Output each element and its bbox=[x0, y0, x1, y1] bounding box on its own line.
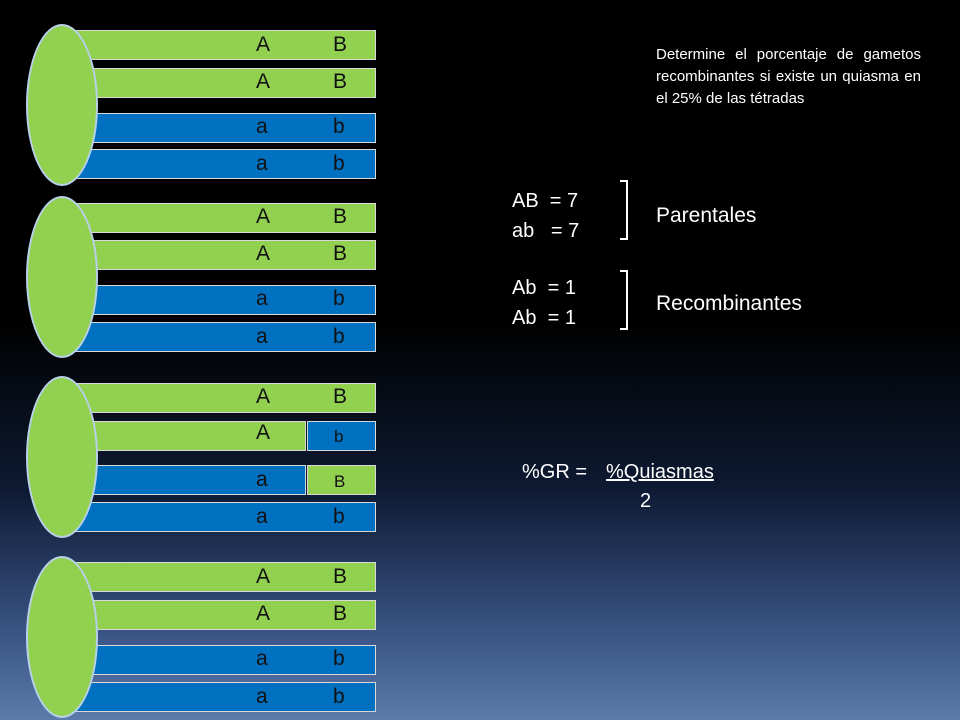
allele-2-3-right: b bbox=[333, 287, 345, 310]
formula-lhs: %GR = bbox=[522, 461, 593, 483]
chromatid-1-3 bbox=[70, 113, 376, 143]
allele-4-4-right: b bbox=[333, 685, 345, 708]
allele-1-2-right: B bbox=[333, 70, 348, 93]
allele-3-4-right: b bbox=[333, 505, 345, 528]
allele-2-3-left: a bbox=[256, 287, 268, 310]
allele-1-3-right: b bbox=[333, 115, 345, 138]
allele-1-1-right: B bbox=[333, 33, 348, 56]
chromatid-4-4 bbox=[70, 682, 376, 712]
centromere-oval bbox=[26, 556, 98, 718]
chromatid-1-4 bbox=[70, 149, 376, 179]
chromatid-3-2-segment bbox=[307, 421, 376, 451]
chromatid-1-1 bbox=[70, 30, 376, 60]
formula-denominator: 2 bbox=[640, 490, 652, 512]
problem-statement: Determine el porcentaje de gametos recom… bbox=[656, 46, 921, 107]
chromatid-4-1 bbox=[70, 562, 376, 592]
chromatid-3-3 bbox=[70, 465, 306, 495]
chromatid-1-2 bbox=[70, 68, 376, 98]
allele-4-3-left: a bbox=[256, 647, 268, 670]
allele-2-1-left: A bbox=[256, 205, 271, 228]
chromatid-3-4 bbox=[70, 502, 376, 532]
centromere-oval bbox=[26, 196, 98, 358]
parentales-label: Parentales bbox=[656, 204, 757, 227]
allele-4-4-left: a bbox=[256, 685, 268, 708]
allele-2-4-right: b bbox=[333, 325, 345, 348]
allele-1-3-left: a bbox=[256, 115, 268, 138]
count-Ab-1: Ab = 1 bbox=[512, 277, 576, 299]
chromatid-3-1 bbox=[70, 383, 376, 413]
allele-4-2-right: B bbox=[333, 602, 348, 625]
allele-2-4-left: a bbox=[256, 325, 268, 348]
chromatid-2-2 bbox=[70, 240, 376, 270]
parental-bracket bbox=[620, 180, 628, 240]
count-Ab-2: Ab = 1 bbox=[512, 307, 576, 329]
formula-numerator: %Quiasmas bbox=[606, 461, 714, 483]
allele-3-2-left: A bbox=[256, 421, 271, 444]
chromatid-4-2 bbox=[70, 600, 376, 630]
allele-1-1-left: A bbox=[256, 33, 271, 56]
chromatid-3-3-segment bbox=[307, 465, 376, 495]
allele-1-4-right: b bbox=[333, 152, 345, 175]
centromere-oval bbox=[26, 376, 98, 538]
count-AB: AB = 7 bbox=[512, 190, 579, 212]
allele-1-4-left: a bbox=[256, 152, 268, 175]
chromatid-4-3 bbox=[70, 645, 376, 675]
chromatid-2-1 bbox=[70, 203, 376, 233]
allele-3-1-left: A bbox=[256, 385, 271, 408]
allele-4-3-right: b bbox=[333, 647, 345, 670]
allele-1-2-left: A bbox=[256, 70, 271, 93]
allele-4-1-right: B bbox=[333, 565, 348, 588]
allele-3-3-left: a bbox=[256, 468, 268, 491]
allele-3-3-right: B bbox=[334, 472, 346, 491]
centromere-oval bbox=[26, 24, 98, 186]
allele-3-4-left: a bbox=[256, 505, 268, 528]
recombinantes-label: Recombinantes bbox=[656, 292, 802, 315]
allele-4-1-left: A bbox=[256, 565, 271, 588]
chromatid-2-4 bbox=[70, 322, 376, 352]
allele-3-1-right: B bbox=[333, 385, 348, 408]
recombinant-bracket bbox=[620, 270, 628, 330]
allele-2-2-left: A bbox=[256, 242, 271, 265]
allele-2-1-right: B bbox=[333, 205, 348, 228]
allele-3-2-right: b bbox=[334, 427, 344, 446]
count-ab: ab = 7 bbox=[512, 220, 580, 242]
chromatid-2-3 bbox=[70, 285, 376, 315]
allele-2-2-right: B bbox=[333, 242, 348, 265]
allele-4-2-left: A bbox=[256, 602, 271, 625]
chromatid-3-2 bbox=[70, 421, 306, 451]
